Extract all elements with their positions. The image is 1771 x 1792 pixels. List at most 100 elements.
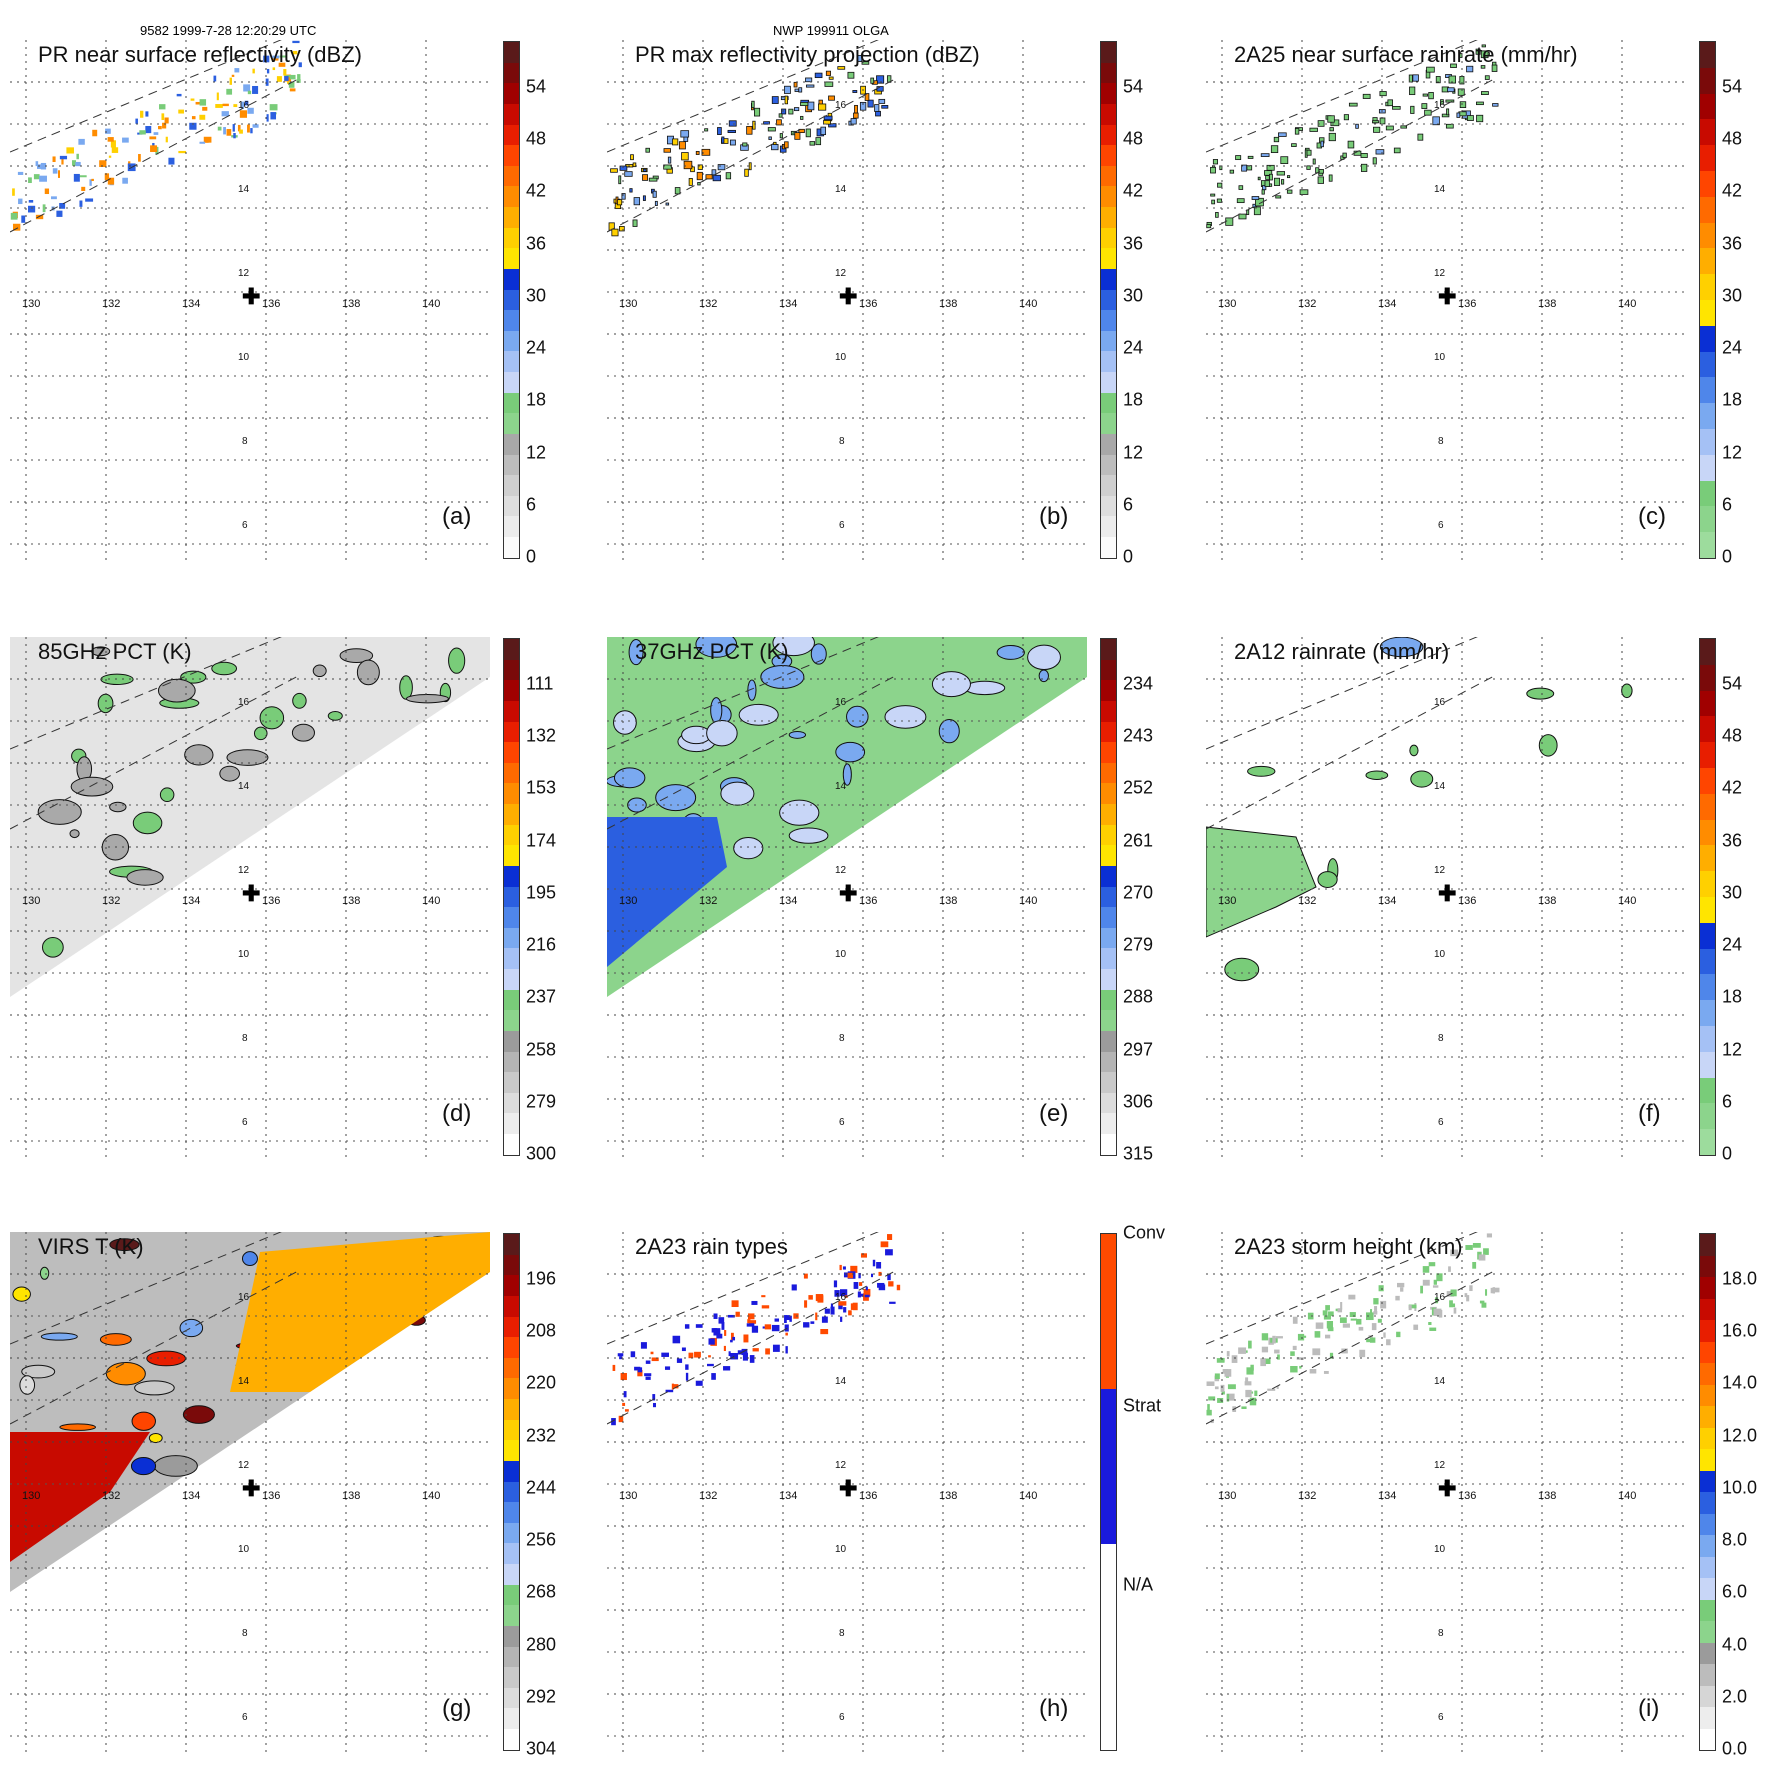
panel-label: (g) — [442, 1695, 472, 1722]
echo-pixel — [741, 1348, 748, 1356]
rain-cell — [219, 765, 240, 782]
echo-pixel — [746, 1323, 755, 1327]
colorbar-segment — [504, 1234, 519, 1255]
echo-pixel — [138, 154, 141, 162]
colorbar-segment — [504, 330, 519, 352]
colorbar-segment — [1700, 1025, 1715, 1052]
echo-pixel — [1408, 1304, 1417, 1309]
colorbar-segment — [1101, 886, 1116, 908]
echo-pixel — [651, 1357, 659, 1362]
echo-pixel — [661, 1352, 669, 1357]
map-plot — [1206, 1232, 1686, 1752]
colorbar-segment — [1700, 506, 1715, 533]
echo-pixel — [842, 1266, 846, 1270]
echo-pixel — [28, 200, 34, 203]
colorbar-segment — [1700, 1255, 1715, 1277]
echo-pixel — [764, 1324, 772, 1330]
echo-pixel — [850, 118, 857, 125]
echo-pixel — [695, 150, 700, 155]
echo-pixel — [221, 111, 229, 117]
colorbar-segment — [504, 1030, 519, 1052]
rain-cell — [153, 1455, 198, 1477]
colorbar-segment — [1101, 248, 1116, 269]
echo-pixel — [830, 1303, 833, 1309]
colorbar-segment — [504, 865, 519, 887]
latitude-label: 8 — [242, 1628, 248, 1639]
colorbar-segment — [1101, 1010, 1116, 1031]
echo-pixel — [632, 219, 638, 227]
echo-pixel — [1264, 180, 1270, 187]
colorbar-tick-label: 279 — [1123, 934, 1154, 955]
echo-pixel — [1400, 125, 1408, 129]
echo-pixel — [1360, 153, 1368, 158]
echo-pixel — [85, 198, 94, 202]
echo-pixel — [1312, 1348, 1321, 1356]
colorbar-segment — [1101, 516, 1116, 537]
echo-pixel — [1480, 65, 1486, 69]
echo-pixel — [1397, 1282, 1405, 1288]
longitude-label: 132 — [699, 895, 718, 907]
colorbar-tick-label: 54 — [1722, 673, 1743, 694]
colorbar-segment — [504, 42, 519, 63]
colorbar-segment — [1101, 1543, 1116, 1596]
echo-pixel — [191, 116, 196, 120]
echo-pixel — [864, 93, 870, 101]
echo-pixel — [1266, 164, 1275, 171]
colorbar-segment — [504, 1708, 519, 1729]
rain-cell — [241, 1251, 258, 1267]
colorbar-segment — [504, 1729, 519, 1750]
colorbar-segment — [504, 1357, 519, 1379]
echo-pixel — [717, 127, 722, 135]
echo-pixel — [820, 1329, 829, 1335]
echo-pixel — [774, 1318, 780, 1322]
colorbar-segment — [1700, 1406, 1715, 1428]
colorbar-segment — [504, 1113, 519, 1134]
echo-pixel — [645, 1360, 651, 1364]
colorbar-segment — [1700, 42, 1715, 68]
storm-center-marker: ✚ — [242, 1476, 261, 1501]
colorbar-segment — [504, 1072, 519, 1093]
echo-pixel — [1329, 127, 1334, 132]
colorbar-tick-label: 54 — [1722, 76, 1743, 97]
longitude-label: 138 — [1538, 1490, 1557, 1502]
rain-cell — [405, 694, 449, 704]
colorbar-segment — [1101, 145, 1116, 166]
map-area — [1206, 40, 1686, 560]
rain-cell — [109, 801, 127, 813]
colorbar-segment — [1101, 742, 1116, 763]
colorbar-segment — [1700, 532, 1715, 558]
latitude-label: 12 — [238, 1460, 250, 1471]
colorbar-ticks: 300 279 258 237 216 195 174 153 132 111 — [526, 638, 586, 1164]
echo-pixel — [1337, 1308, 1343, 1313]
echo-pixel — [1448, 75, 1457, 84]
echo-pixel — [1371, 1323, 1377, 1331]
colorbar-tick-label: 24 — [1722, 934, 1743, 955]
echo-pixel — [1260, 153, 1270, 157]
map-area — [607, 1232, 1087, 1752]
echo-pixel — [1370, 1309, 1373, 1314]
echo-pixel — [153, 132, 159, 135]
latitude-label: 14 — [238, 184, 250, 195]
rain-area — [1206, 826, 1317, 938]
echo-pixel — [42, 204, 46, 213]
echo-pixel — [1441, 113, 1450, 118]
rain-cell — [1247, 765, 1276, 777]
rain-cell — [356, 659, 380, 686]
echo-pixel — [247, 90, 252, 95]
colorbar — [503, 41, 520, 559]
rain-cell — [159, 787, 175, 803]
colorbar-segment — [504, 1419, 519, 1441]
latitude-label: 8 — [1438, 1033, 1444, 1044]
echo-pixel — [1206, 224, 1212, 229]
echo-pixel — [673, 1384, 679, 1389]
colorbar-segment — [1700, 1077, 1715, 1104]
longitude-label: 138 — [342, 298, 361, 310]
echo-pixel — [645, 1376, 651, 1380]
echo-pixel — [858, 1272, 861, 1279]
echo-pixel — [727, 1314, 735, 1318]
echo-pixel — [1459, 101, 1467, 109]
echo-pixel — [21, 215, 26, 223]
echo-pixel — [1428, 92, 1434, 100]
echo-pixel — [272, 55, 280, 59]
echo-pixel — [1340, 1302, 1343, 1310]
